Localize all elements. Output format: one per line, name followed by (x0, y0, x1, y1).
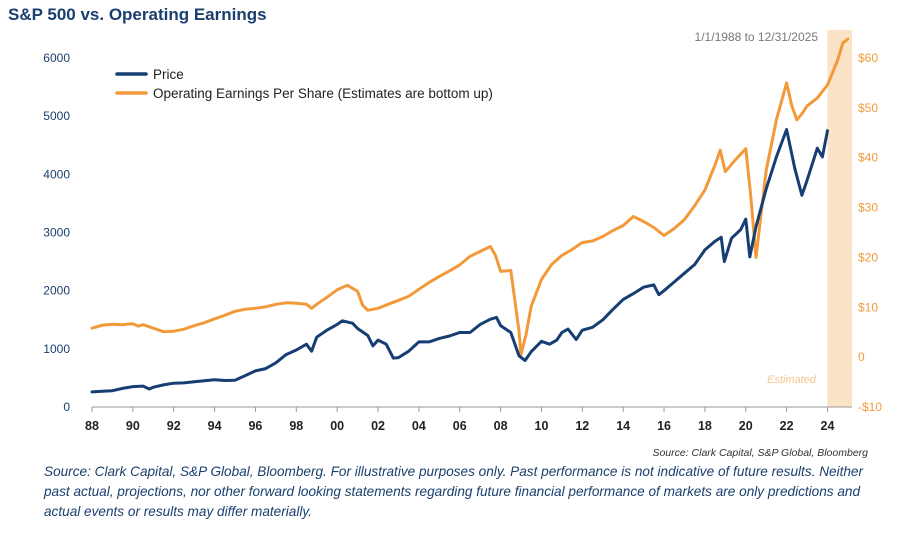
estimated-band (827, 30, 852, 407)
legend-label: Operating Earnings Per Share (Estimates … (153, 86, 493, 101)
right-axis-tick-label: -$10 (858, 400, 882, 414)
x-tick-label: 10 (535, 419, 549, 433)
x-tick-label: 92 (167, 419, 181, 433)
series-price-line (90, 128, 829, 394)
right-axis-tick-label: $50 (858, 101, 878, 115)
x-tick-label: 04 (412, 419, 426, 433)
right-axis-tick-label: $20 (858, 250, 878, 264)
x-tick-label: 20 (739, 419, 753, 433)
x-tick-label: 12 (575, 419, 589, 433)
right-axis-tick-label: $10 (858, 300, 878, 314)
chart-source-note: Source: Clark Capital, S&P Global, Bloom… (652, 447, 868, 459)
x-tick-label: 00 (330, 419, 344, 433)
x-tick-label: 90 (126, 419, 140, 433)
right-axis-tick-label: $30 (858, 201, 878, 215)
x-tick-label: 08 (494, 419, 508, 433)
left-axis-tick-label: 4000 (43, 167, 70, 181)
x-tick-label: 96 (248, 419, 262, 433)
right-axis-tick-label: $40 (858, 151, 878, 165)
left-axis-tick-label: 3000 (43, 226, 70, 240)
chart-area: 88 90 92 94 96 98 00 02 04 06 08 10 12 14 16 18 20 22 24 0 1… (43, 30, 882, 459)
series-eps-line (90, 37, 850, 357)
x-tick-label: 06 (453, 419, 467, 433)
x-tick-label: 98 (289, 419, 303, 433)
x-tick-label: 24 (821, 419, 835, 433)
estimated-label: Estimated (767, 374, 817, 386)
left-axis-tick-label: 2000 (43, 284, 70, 298)
left-axis-tick-label: 0 (63, 400, 70, 414)
x-tick-label: 16 (657, 419, 671, 433)
right-axis-tick-label: $60 (858, 51, 878, 65)
x-tick-label: 14 (616, 419, 630, 433)
left-axis-tick-label: 6000 (43, 51, 70, 65)
x-tick-label: 22 (780, 419, 794, 433)
x-tick-label: 94 (208, 419, 222, 433)
chart-title: S&P 500 vs. Operating Earnings (8, 5, 267, 24)
legend-label: Price (153, 67, 184, 82)
date-range-label: 1/1/1988 to 12/31/2025 (695, 30, 819, 44)
right-axis-tick-label: 0 (858, 350, 865, 364)
footer-disclaimer: Source: Clark Capital, S&P Global, Bloom… (44, 464, 864, 519)
left-axis-tick-label: 5000 (43, 109, 70, 123)
x-tick-label: 02 (371, 419, 385, 433)
left-axis-tick-label: 1000 (43, 342, 70, 356)
x-tick-label: 18 (698, 419, 712, 433)
x-tick-label: 88 (85, 419, 99, 433)
